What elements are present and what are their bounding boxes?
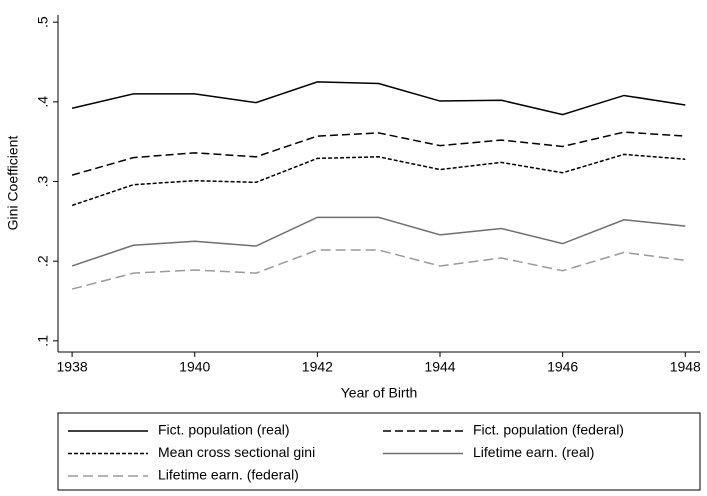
legend-box: [57, 412, 701, 491]
y-tick-label: .2: [35, 255, 51, 267]
legend-label: Fict. population (real): [158, 422, 290, 438]
y-tick-label: .4: [35, 96, 51, 108]
series-line: [71, 153, 686, 207]
x-tick-label: 1948: [670, 359, 701, 375]
series-line: [71, 131, 686, 176]
legend-label: Mean cross sectional gini: [158, 444, 315, 460]
x-tick-label: 1938: [57, 359, 88, 375]
x-axis-title: Year of Birth: [341, 385, 418, 401]
y-tick-label: .1: [35, 335, 51, 347]
series-line: [71, 249, 686, 290]
legend-label: Fict. population (federal): [473, 422, 624, 438]
series-line: [71, 81, 686, 116]
y-tick-label: .3: [35, 175, 51, 187]
y-axis-title: Gini Coefficient: [5, 136, 21, 231]
x-tick-label: 1946: [547, 359, 578, 375]
legend-label: Lifetime earn. (real): [473, 444, 594, 460]
series-line: [71, 216, 686, 267]
y-tick-label: .5: [35, 16, 51, 28]
legend-label: Lifetime earn. (federal): [158, 467, 299, 483]
x-tick-label: 1940: [179, 359, 210, 375]
x-tick-label: 1944: [424, 359, 455, 375]
x-tick-label: 1942: [302, 359, 333, 375]
